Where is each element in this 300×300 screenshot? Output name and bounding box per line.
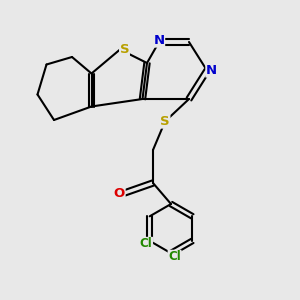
Text: N: N bbox=[153, 34, 165, 47]
Text: S: S bbox=[120, 43, 129, 56]
Text: Cl: Cl bbox=[140, 237, 152, 250]
Text: O: O bbox=[114, 187, 125, 200]
Text: Cl: Cl bbox=[168, 250, 181, 263]
Text: S: S bbox=[160, 115, 170, 128]
Text: N: N bbox=[206, 64, 217, 77]
